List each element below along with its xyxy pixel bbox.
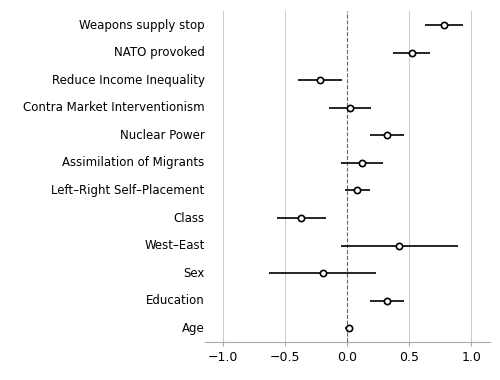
Text: West–East: West–East [144, 239, 204, 252]
Text: Reduce Income Inequality: Reduce Income Inequality [52, 74, 204, 87]
Text: Sex: Sex [184, 267, 204, 280]
Text: Nuclear Power: Nuclear Power [120, 129, 204, 142]
Text: Weapons supply stop: Weapons supply stop [79, 19, 204, 32]
Text: Education: Education [146, 294, 204, 307]
Text: Assimilation of Migrants: Assimilation of Migrants [62, 157, 204, 169]
Text: NATO provoked: NATO provoked [114, 46, 204, 59]
Text: Class: Class [174, 212, 204, 225]
Text: Age: Age [182, 322, 204, 335]
Text: Contra Market Interventionism: Contra Market Interventionism [23, 101, 204, 114]
Text: Left–Right Self–Placement: Left–Right Self–Placement [52, 184, 204, 197]
